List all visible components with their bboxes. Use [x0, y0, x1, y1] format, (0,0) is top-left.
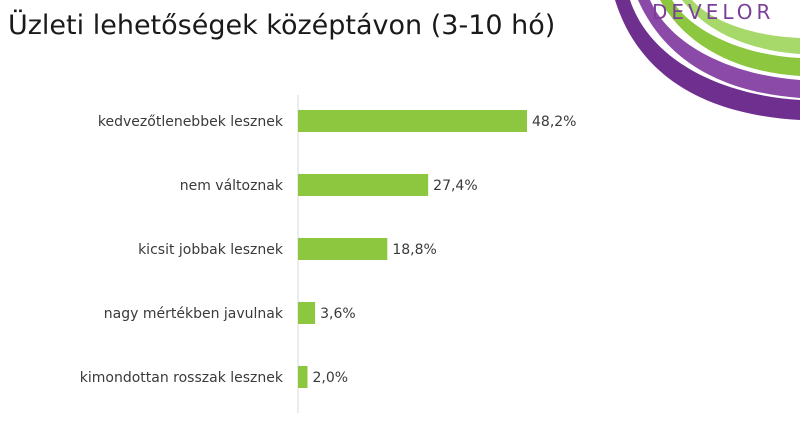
bar	[298, 110, 527, 132]
category-label: nagy mértékben javulnak	[104, 306, 284, 322]
category-label: nem változnak	[180, 178, 284, 194]
data-label: 48,2%	[532, 114, 576, 130]
bar	[298, 302, 316, 324]
bar	[298, 174, 429, 196]
chart-title: Üzleti lehetőségek középtávon (3-10 hó)	[8, 10, 556, 41]
brand-logo: DEVELOR	[652, 0, 775, 24]
brand-swoosh-graphic	[615, 0, 800, 120]
bar	[298, 366, 308, 388]
data-label: 27,4%	[433, 178, 477, 194]
bar	[298, 238, 388, 260]
category-label: kedvezőtlenebbek lesznek	[98, 114, 284, 130]
data-label: 18,8%	[392, 242, 436, 258]
category-label: kicsit jobbak lesznek	[138, 242, 284, 258]
category-label: kimondottan rosszak lesznek	[80, 370, 284, 386]
data-label: 2,0%	[313, 370, 349, 386]
data-label: 3,6%	[320, 306, 356, 322]
